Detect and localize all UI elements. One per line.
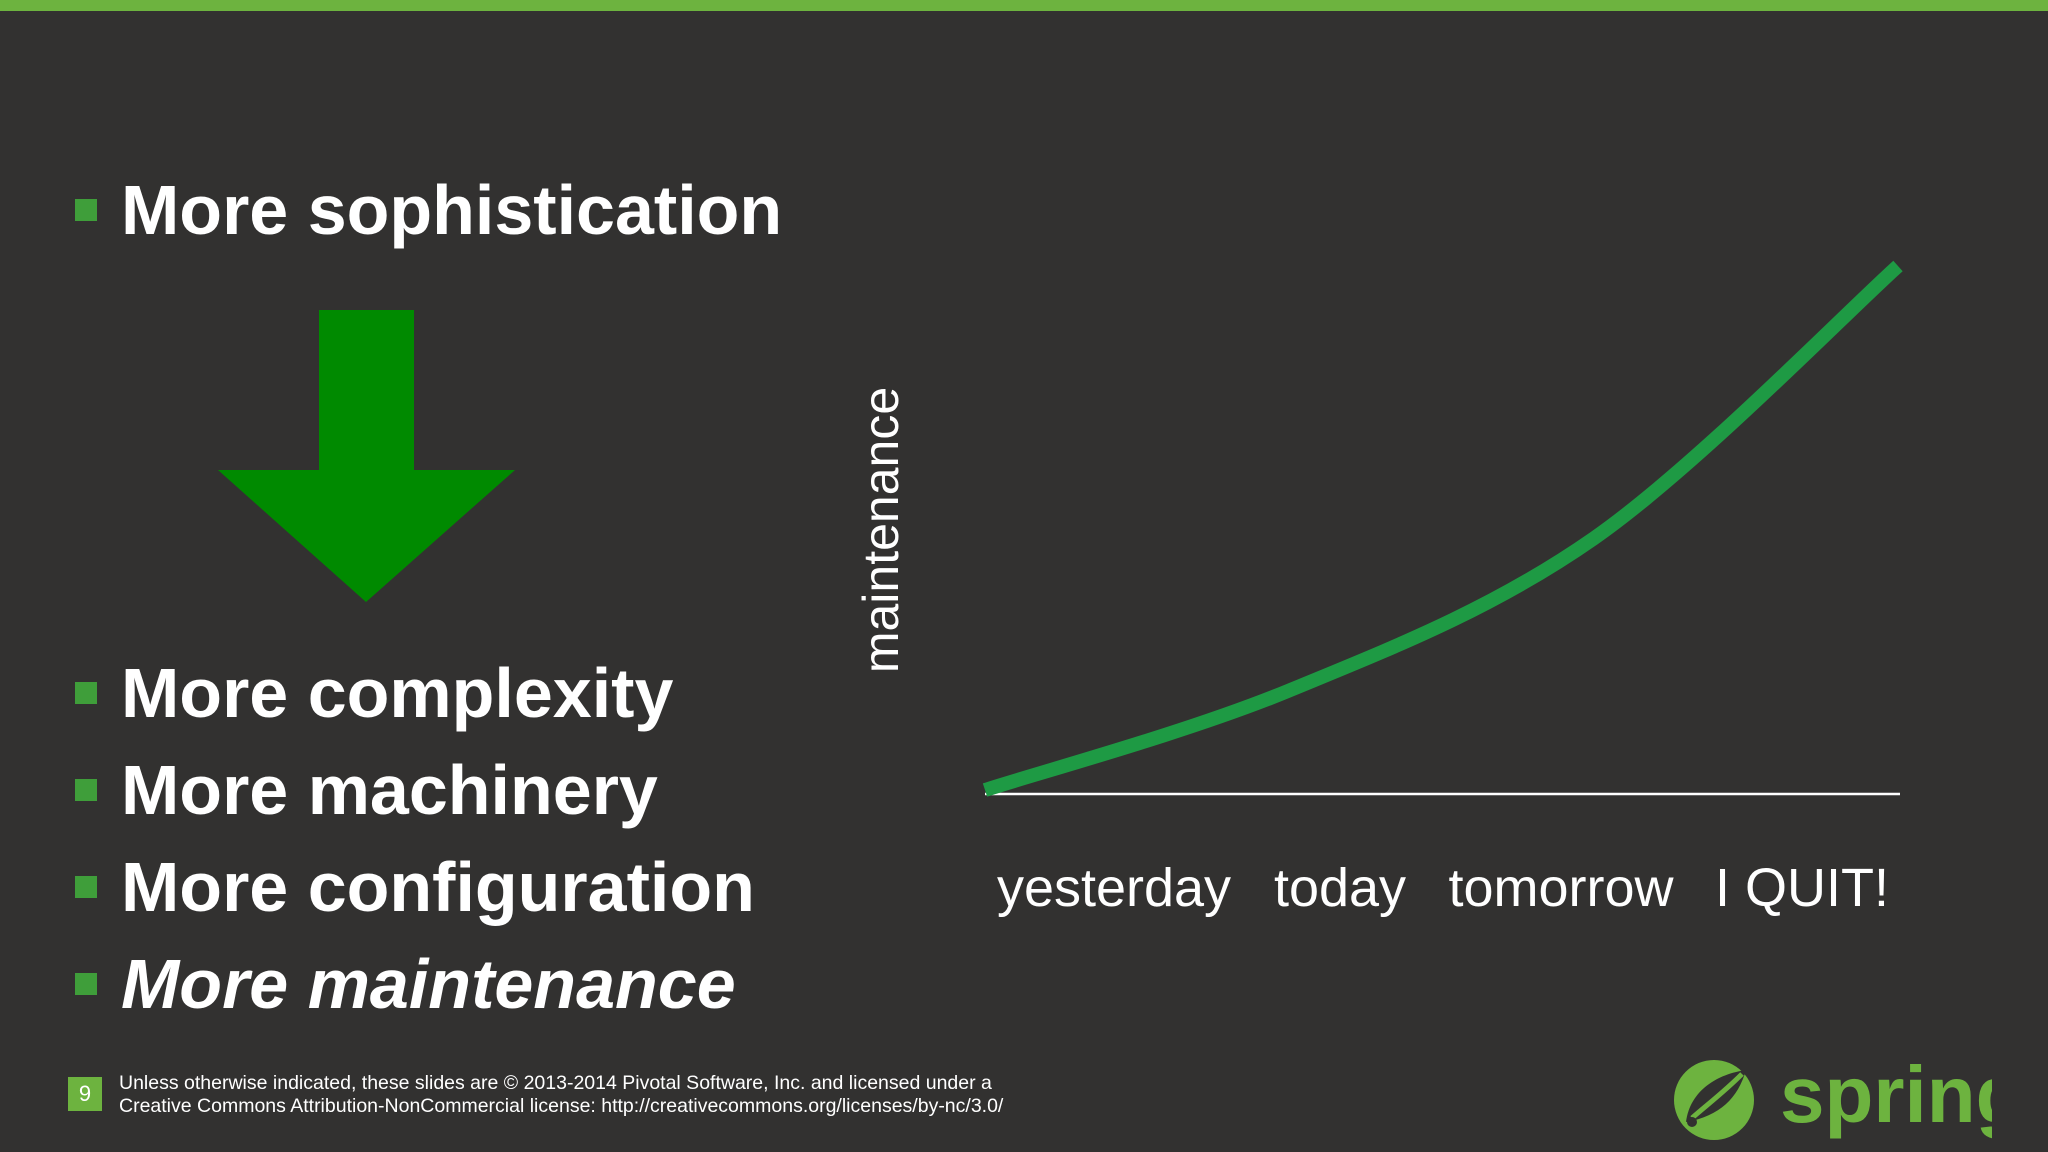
bullet-text: More maintenance [121,945,736,1023]
x-tick-label: yesterday [997,858,1231,918]
bullet-text: More configuration [121,848,755,926]
square-bullet-icon [75,682,97,704]
y-axis-label: maintenance [853,387,909,673]
series-line [982,260,1903,797]
x-tick-label: I QUIT! [1715,858,1889,918]
down-arrow-icon [218,310,515,602]
square-bullet-icon [75,199,97,221]
license-line-1: Unless otherwise indicated, these slides… [119,1072,992,1094]
license-text: Unless otherwise indicated, these slides… [119,1072,1003,1118]
x-tick-label: tomorrow [1448,858,1674,918]
square-bullet-icon [75,779,97,801]
bullet-text: More machinery [121,751,658,829]
bullet-item: More machinery [75,750,658,830]
bullet-item: More complexity [75,653,673,733]
spring-wordmark: spring [1780,1052,1992,1139]
x-tick-label: today [1274,858,1406,918]
bullet-item: More configuration [75,847,755,927]
page-number: 9 [68,1077,102,1111]
bullet-item: More maintenance [75,944,736,1024]
bullet-text: More complexity [121,654,674,732]
top-accent-bar [0,0,2048,11]
bullet-item: More sophistication [75,170,782,250]
spring-logo: spring [1674,1052,1992,1140]
license-line-2: Creative Commons Attribution-NonCommerci… [119,1095,1004,1117]
spring-leaf-icon [1674,1060,1754,1140]
bullet-text: More sophistication [121,171,783,249]
square-bullet-icon [75,973,97,995]
square-bullet-icon [75,876,97,898]
